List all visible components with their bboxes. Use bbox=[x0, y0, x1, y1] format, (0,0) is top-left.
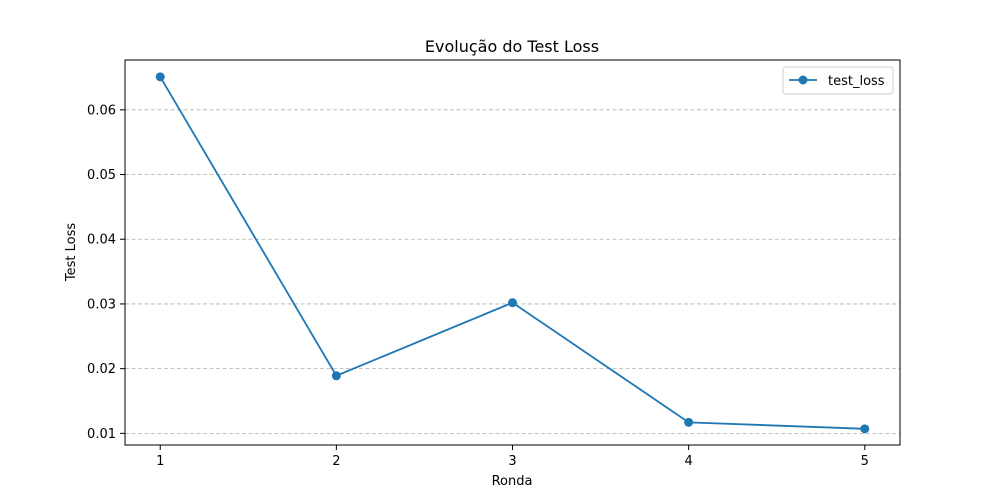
chart-title: Evolução do Test Loss bbox=[425, 37, 599, 56]
data-point bbox=[684, 417, 694, 427]
y-tick-label: 0.03 bbox=[87, 297, 116, 312]
y-tick-label: 0.06 bbox=[87, 103, 116, 118]
x-tick-label: 4 bbox=[684, 454, 692, 469]
data-point bbox=[331, 371, 341, 381]
y-axis-ticks: 0.01 0.02 0.03 0.04 0.05 0.06 bbox=[87, 103, 125, 442]
x-tick-label: 3 bbox=[508, 454, 516, 469]
y-tick-label: 0.04 bbox=[87, 233, 116, 248]
legend-box bbox=[782, 66, 894, 95]
legend-label-test-loss: test_loss bbox=[828, 74, 885, 89]
y-tick-label: 0.02 bbox=[87, 362, 116, 377]
series-line-test-loss bbox=[159, 76, 865, 430]
legend: test_loss bbox=[782, 66, 894, 95]
y-tick-label: 0.05 bbox=[87, 168, 116, 183]
x-tick-label: 5 bbox=[861, 454, 869, 469]
data-point bbox=[155, 72, 165, 82]
x-tick-label: 1 bbox=[156, 454, 164, 469]
x-axis-label: Ronda bbox=[492, 474, 533, 489]
series-markers bbox=[155, 72, 870, 434]
legend-marker-swatch bbox=[798, 75, 808, 85]
y-axis-label: Test Loss bbox=[64, 223, 79, 282]
x-axis-ticks: 1 2 3 4 5 bbox=[156, 445, 869, 469]
y-tick-label: 0.01 bbox=[87, 427, 116, 442]
plot-frame bbox=[124, 59, 901, 446]
data-point bbox=[860, 424, 870, 434]
data-point bbox=[508, 298, 517, 308]
y-gridlines bbox=[125, 109, 900, 434]
x-tick-label: 2 bbox=[332, 454, 340, 469]
